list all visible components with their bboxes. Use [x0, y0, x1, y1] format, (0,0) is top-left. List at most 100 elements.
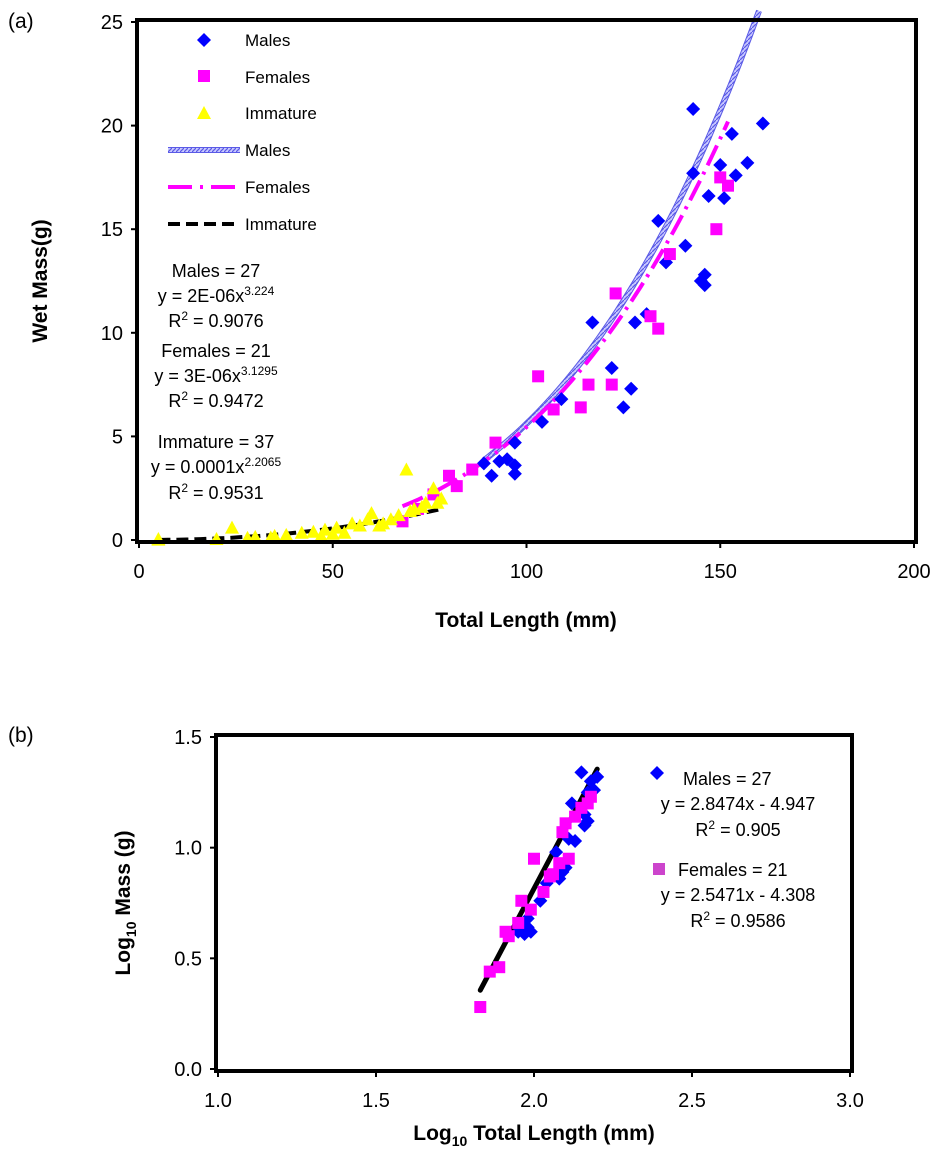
a-males-point: [651, 213, 666, 228]
a-immature-point: [426, 481, 441, 495]
b-females-point: [474, 1001, 487, 1014]
a-males-point: [507, 466, 522, 481]
a-males-point: [484, 468, 499, 483]
b-males-point: [590, 769, 605, 784]
a-males-point: [697, 278, 712, 293]
b-females-point: [515, 894, 528, 907]
panel-a-plot-frame: [135, 18, 918, 544]
panel-b-ticks: 1.0 1.5 2.0 2.5 3.0 0.0 0.5 1.0 1.5: [174, 727, 864, 1112]
b-females-point: [584, 790, 597, 803]
a-males-point: [604, 361, 619, 376]
a-legend-males-marker-symbol: [197, 33, 211, 47]
a-y-tick-label: 15: [101, 219, 123, 241]
b-females-point: [512, 916, 525, 929]
a-legend-immature-marker-symbol: [197, 106, 211, 119]
b-females-point: [502, 930, 515, 943]
b-males-equation: y = 2.8474x - 4.947: [661, 794, 816, 814]
females-r-squared: R2 = 0.9472: [168, 389, 263, 411]
a-immature-point: [383, 512, 398, 526]
a-x-tick-label: 0: [133, 561, 144, 583]
legend-label-males-marker: Males: [245, 31, 290, 50]
a-females-point: [450, 480, 463, 493]
panel-b-plot-frame: [214, 733, 854, 1073]
panel-b-label: (b): [8, 724, 34, 747]
a-immature-point: [248, 529, 263, 543]
females-count-annotation: Females = 21: [161, 341, 271, 361]
a-immature-point: [306, 524, 321, 538]
legend-label-females-marker: Females: [245, 68, 310, 87]
a-males-point: [476, 456, 491, 471]
a-females-point: [663, 248, 676, 261]
panel-a-y-axis-label: Wet Mass(g): [29, 219, 52, 342]
a-females-point: [466, 463, 479, 476]
a-females-point: [582, 378, 595, 391]
a-males-fit-line-outline: [482, 9, 762, 463]
a-males-point: [740, 155, 755, 170]
males-equation: y = 2E-06x3.224: [158, 284, 275, 306]
a-immature-point: [225, 520, 239, 534]
a-immature-point: [267, 528, 282, 542]
b-males-point: [574, 765, 589, 780]
b-females-point: [483, 965, 496, 978]
a-males-point: [624, 381, 639, 396]
b-females-point: [493, 961, 506, 974]
a-females-point: [722, 179, 734, 192]
b-x-tick-label: 3.0: [836, 1090, 864, 1112]
b-females-equation: y = 2.5471x - 4.308: [661, 885, 816, 905]
a-females-point: [532, 370, 545, 383]
b-females-point: [559, 817, 572, 830]
a-females-point: [443, 469, 455, 482]
a-males-point: [701, 189, 716, 204]
panel-b-y-axis-label: Log10 Mass (g): [112, 830, 139, 975]
b-females-point: [524, 903, 537, 916]
b-y-tick-label: 0.0: [174, 1059, 202, 1081]
a-y-tick-label: 5: [112, 426, 123, 448]
a-x-tick-label: 200: [897, 561, 930, 583]
a-males-point: [724, 126, 739, 141]
a-females-point: [574, 401, 587, 414]
a-males-point: [713, 157, 728, 172]
a-females-point: [644, 310, 657, 323]
b-females-point: [546, 868, 559, 881]
a-males-point: [755, 116, 770, 131]
a-males-point: [535, 414, 549, 429]
a-immature-point: [364, 506, 379, 520]
panel-a: (a) 0 50 100 150 200 0 5 10 15 20 25 Total Length …: [8, 9, 931, 632]
a-females-fit-line: [401, 120, 730, 509]
b-females-point: [537, 885, 550, 898]
b-females-point: [528, 852, 540, 865]
panel-a-legend-labels: Males Females Immature Males Females Imm…: [245, 31, 317, 234]
a-males-point: [616, 400, 631, 415]
a-y-tick-label: 0: [112, 530, 123, 552]
a-males-point: [628, 315, 642, 330]
b-x-tick-label: 2.5: [678, 1090, 706, 1112]
a-males-point: [507, 435, 522, 450]
b-females-point: [562, 852, 575, 865]
a-females-point: [710, 223, 723, 236]
a-immature-point: [391, 508, 406, 522]
a-immature-point: [418, 495, 433, 509]
a-immature-point: [399, 462, 414, 476]
males-r-squared: R2 = 0.9076: [168, 309, 263, 331]
b-legend-males-symbol: [650, 766, 664, 780]
immature-r-squared: R2 = 0.9531: [168, 481, 263, 503]
a-females-point: [605, 378, 618, 391]
panel-b-fit-annotations: Males = 27 y = 2.8474x - 4.947 R2 = 0.90…: [661, 769, 816, 931]
a-immature-point: [352, 518, 367, 532]
b-males-count-annotation: Males = 27: [683, 769, 772, 789]
b-x-tick-label: 1.0: [204, 1090, 232, 1112]
a-males-point: [554, 392, 569, 407]
panel-b-points: [474, 765, 605, 1014]
panel-a-label: (a): [8, 10, 34, 33]
a-males-point: [678, 238, 693, 253]
a-immature-point: [434, 491, 449, 505]
a-males-point: [507, 458, 522, 473]
b-females-point: [553, 857, 566, 870]
immature-count-annotation: Immature = 37: [158, 432, 275, 452]
a-x-tick-label: 150: [704, 561, 737, 583]
a-males-point: [686, 166, 701, 181]
panel-b-x-axis-label: Log10 Total Length (mm): [413, 1122, 654, 1149]
b-females-count-annotation: Females = 21: [678, 860, 788, 880]
b-males-r-squared: R2 = 0.905: [695, 818, 780, 840]
b-females-r-squared: R2 = 0.9586: [690, 909, 785, 931]
